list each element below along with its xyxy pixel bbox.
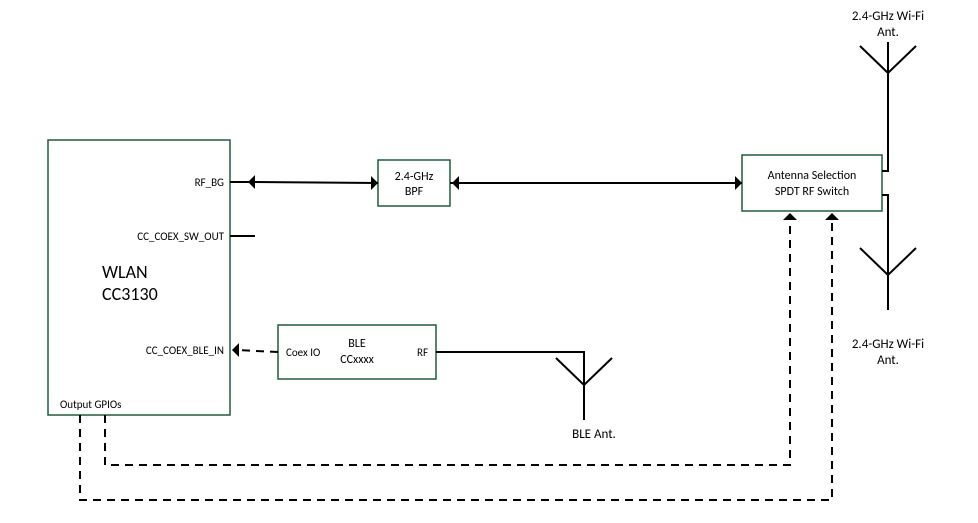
svg-text:Coex IO: Coex IO [286, 346, 320, 359]
svg-text:CCxxxx: CCxxxx [340, 353, 374, 367]
svg-text:CC_COEX_BLE_IN: CC_COEX_BLE_IN [146, 344, 224, 357]
svg-text:Ant.: Ant. [877, 353, 899, 368]
svg-text:BLE: BLE [348, 337, 366, 351]
svg-text:Ant.: Ant. [877, 25, 899, 40]
block-diagram: WLANCC3130 RF_BG CC_COEX_SW_OUT CC_COEX_BLE… [0, 0, 978, 523]
antenna-symbol [556, 354, 612, 420]
svg-text:2.4-GHz Wi-Fi: 2.4-GHz Wi-Fi [852, 9, 924, 24]
svg-text:RF: RF [417, 346, 428, 359]
svg-text:2.4-GHz Wi-Fi: 2.4-GHz Wi-Fi [852, 337, 924, 352]
svg-text:CC_COEX_SW_OUT: CC_COEX_SW_OUT [137, 230, 224, 243]
svg-text:BPF: BPF [405, 185, 424, 199]
svg-text:RF_BG: RF_BG [195, 176, 224, 189]
svg-text:WLAN: WLAN [102, 261, 148, 283]
svg-text:Antenna Selection: Antenna Selection [768, 169, 857, 183]
antenna-symbol [860, 244, 916, 310]
antenna-symbol [860, 42, 916, 108]
svg-text:Output GPIOs: Output GPIOs [60, 398, 121, 411]
svg-text:BLE Ant.: BLE Ant. [572, 427, 616, 442]
rf-switch-block [742, 155, 882, 211]
svg-text:SPDT RF Switch: SPDT RF Switch [775, 185, 849, 199]
svg-text:2.4-GHz: 2.4-GHz [395, 170, 434, 184]
svg-text:CC3130: CC3130 [102, 283, 158, 305]
